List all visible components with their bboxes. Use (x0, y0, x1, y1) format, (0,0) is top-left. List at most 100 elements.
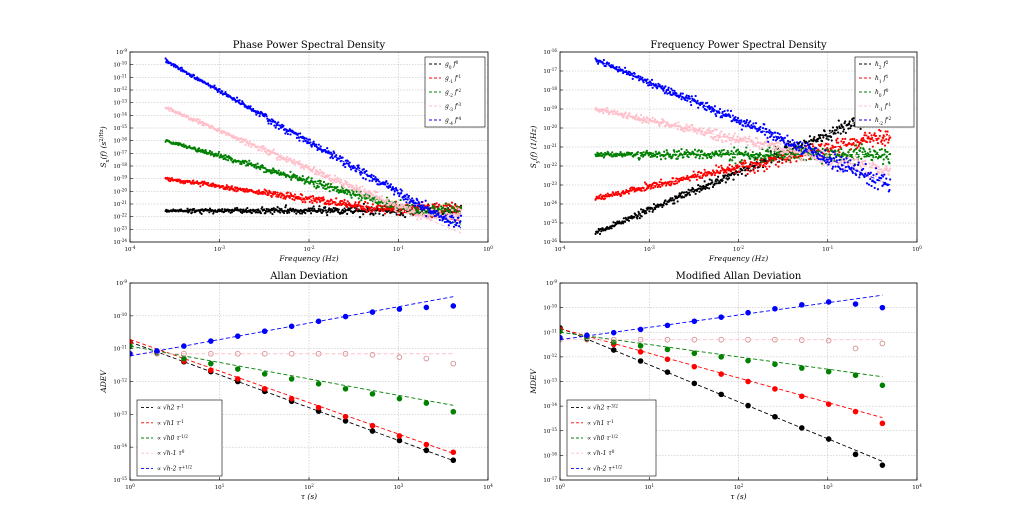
data-point (402, 204, 405, 207)
data-point (315, 168, 318, 172)
data-point (661, 205, 664, 209)
data-point (311, 170, 314, 173)
data-point (447, 203, 450, 206)
data-point (620, 194, 623, 197)
data-point (658, 152, 661, 155)
data-point (865, 140, 869, 144)
data-point (715, 139, 718, 142)
data-point (307, 176, 310, 179)
data-point (423, 355, 430, 362)
data-point (257, 148, 261, 152)
data-point (868, 148, 871, 151)
data-point (652, 208, 655, 212)
data-point (831, 167, 834, 170)
y-tick-label: 10-21 (543, 143, 557, 152)
data-point (875, 172, 878, 176)
data-point (819, 161, 822, 164)
data-point (786, 134, 789, 137)
data-point (764, 157, 767, 160)
data-point (274, 191, 277, 194)
data-point (277, 153, 280, 156)
data-point (376, 191, 379, 194)
data-point (844, 137, 847, 140)
y-tick-label: 10-11 (543, 328, 557, 337)
data-point (756, 169, 760, 173)
data-point (658, 180, 661, 184)
data-point (611, 113, 614, 116)
data-point (773, 142, 776, 146)
data-point (821, 147, 824, 150)
data-point (673, 150, 676, 153)
y-tick-label: 10-26 (543, 238, 557, 247)
data-point (823, 144, 826, 147)
data-point (685, 123, 688, 126)
data-point (783, 136, 786, 139)
data-point (645, 149, 648, 153)
data-point (314, 180, 317, 183)
data-point (219, 92, 223, 95)
data-point (201, 183, 205, 187)
data-point (407, 211, 411, 214)
data-point (697, 153, 700, 156)
data-point (362, 195, 365, 198)
data-point (267, 193, 270, 196)
data-point (347, 186, 351, 189)
y-axis-label: MDEV (529, 368, 538, 395)
data-point (212, 212, 215, 215)
data-point (164, 57, 167, 60)
data-point (247, 105, 250, 108)
data-point (864, 150, 867, 153)
data-point (411, 207, 414, 210)
data-point (708, 127, 711, 130)
data-point (344, 209, 347, 212)
data-point (840, 147, 843, 151)
data-point (376, 202, 380, 205)
data-point (261, 164, 264, 168)
data-point (248, 159, 251, 162)
chart-title: Allan Deviation (269, 271, 348, 282)
data-point (881, 175, 885, 178)
data-point (293, 193, 297, 196)
data-point (847, 127, 850, 130)
data-point (760, 160, 763, 163)
data-point (269, 211, 272, 214)
data-point (253, 209, 257, 212)
data-point (719, 135, 722, 138)
data-point (639, 208, 643, 211)
data-point (437, 205, 440, 208)
plot-area (164, 57, 463, 234)
data-point (854, 148, 857, 151)
data-point (598, 232, 602, 236)
data-point (356, 191, 360, 194)
data-point (262, 145, 265, 148)
data-point (257, 208, 260, 211)
data-point (338, 155, 342, 158)
data-point (837, 141, 840, 144)
series (560, 336, 886, 352)
data-point (637, 74, 640, 78)
data-point (830, 139, 833, 142)
data-point (768, 129, 771, 132)
data-point (862, 136, 865, 140)
data-point (438, 209, 441, 213)
data-point (221, 90, 224, 93)
data-point (371, 179, 374, 182)
data-point (198, 118, 201, 122)
data-point (682, 156, 685, 159)
data-point (752, 156, 755, 159)
data-point (369, 196, 373, 199)
data-point (317, 196, 320, 199)
data-point (246, 206, 249, 210)
data-point (389, 183, 392, 186)
series (560, 328, 886, 389)
data-point (684, 98, 687, 102)
data-point (887, 173, 890, 176)
data-point (731, 159, 734, 162)
data-point (293, 163, 297, 166)
data-point (871, 136, 874, 140)
data-point (369, 428, 376, 434)
data-point (663, 150, 666, 153)
data-point (853, 164, 856, 167)
data-point (369, 352, 376, 358)
data-point (738, 165, 741, 168)
